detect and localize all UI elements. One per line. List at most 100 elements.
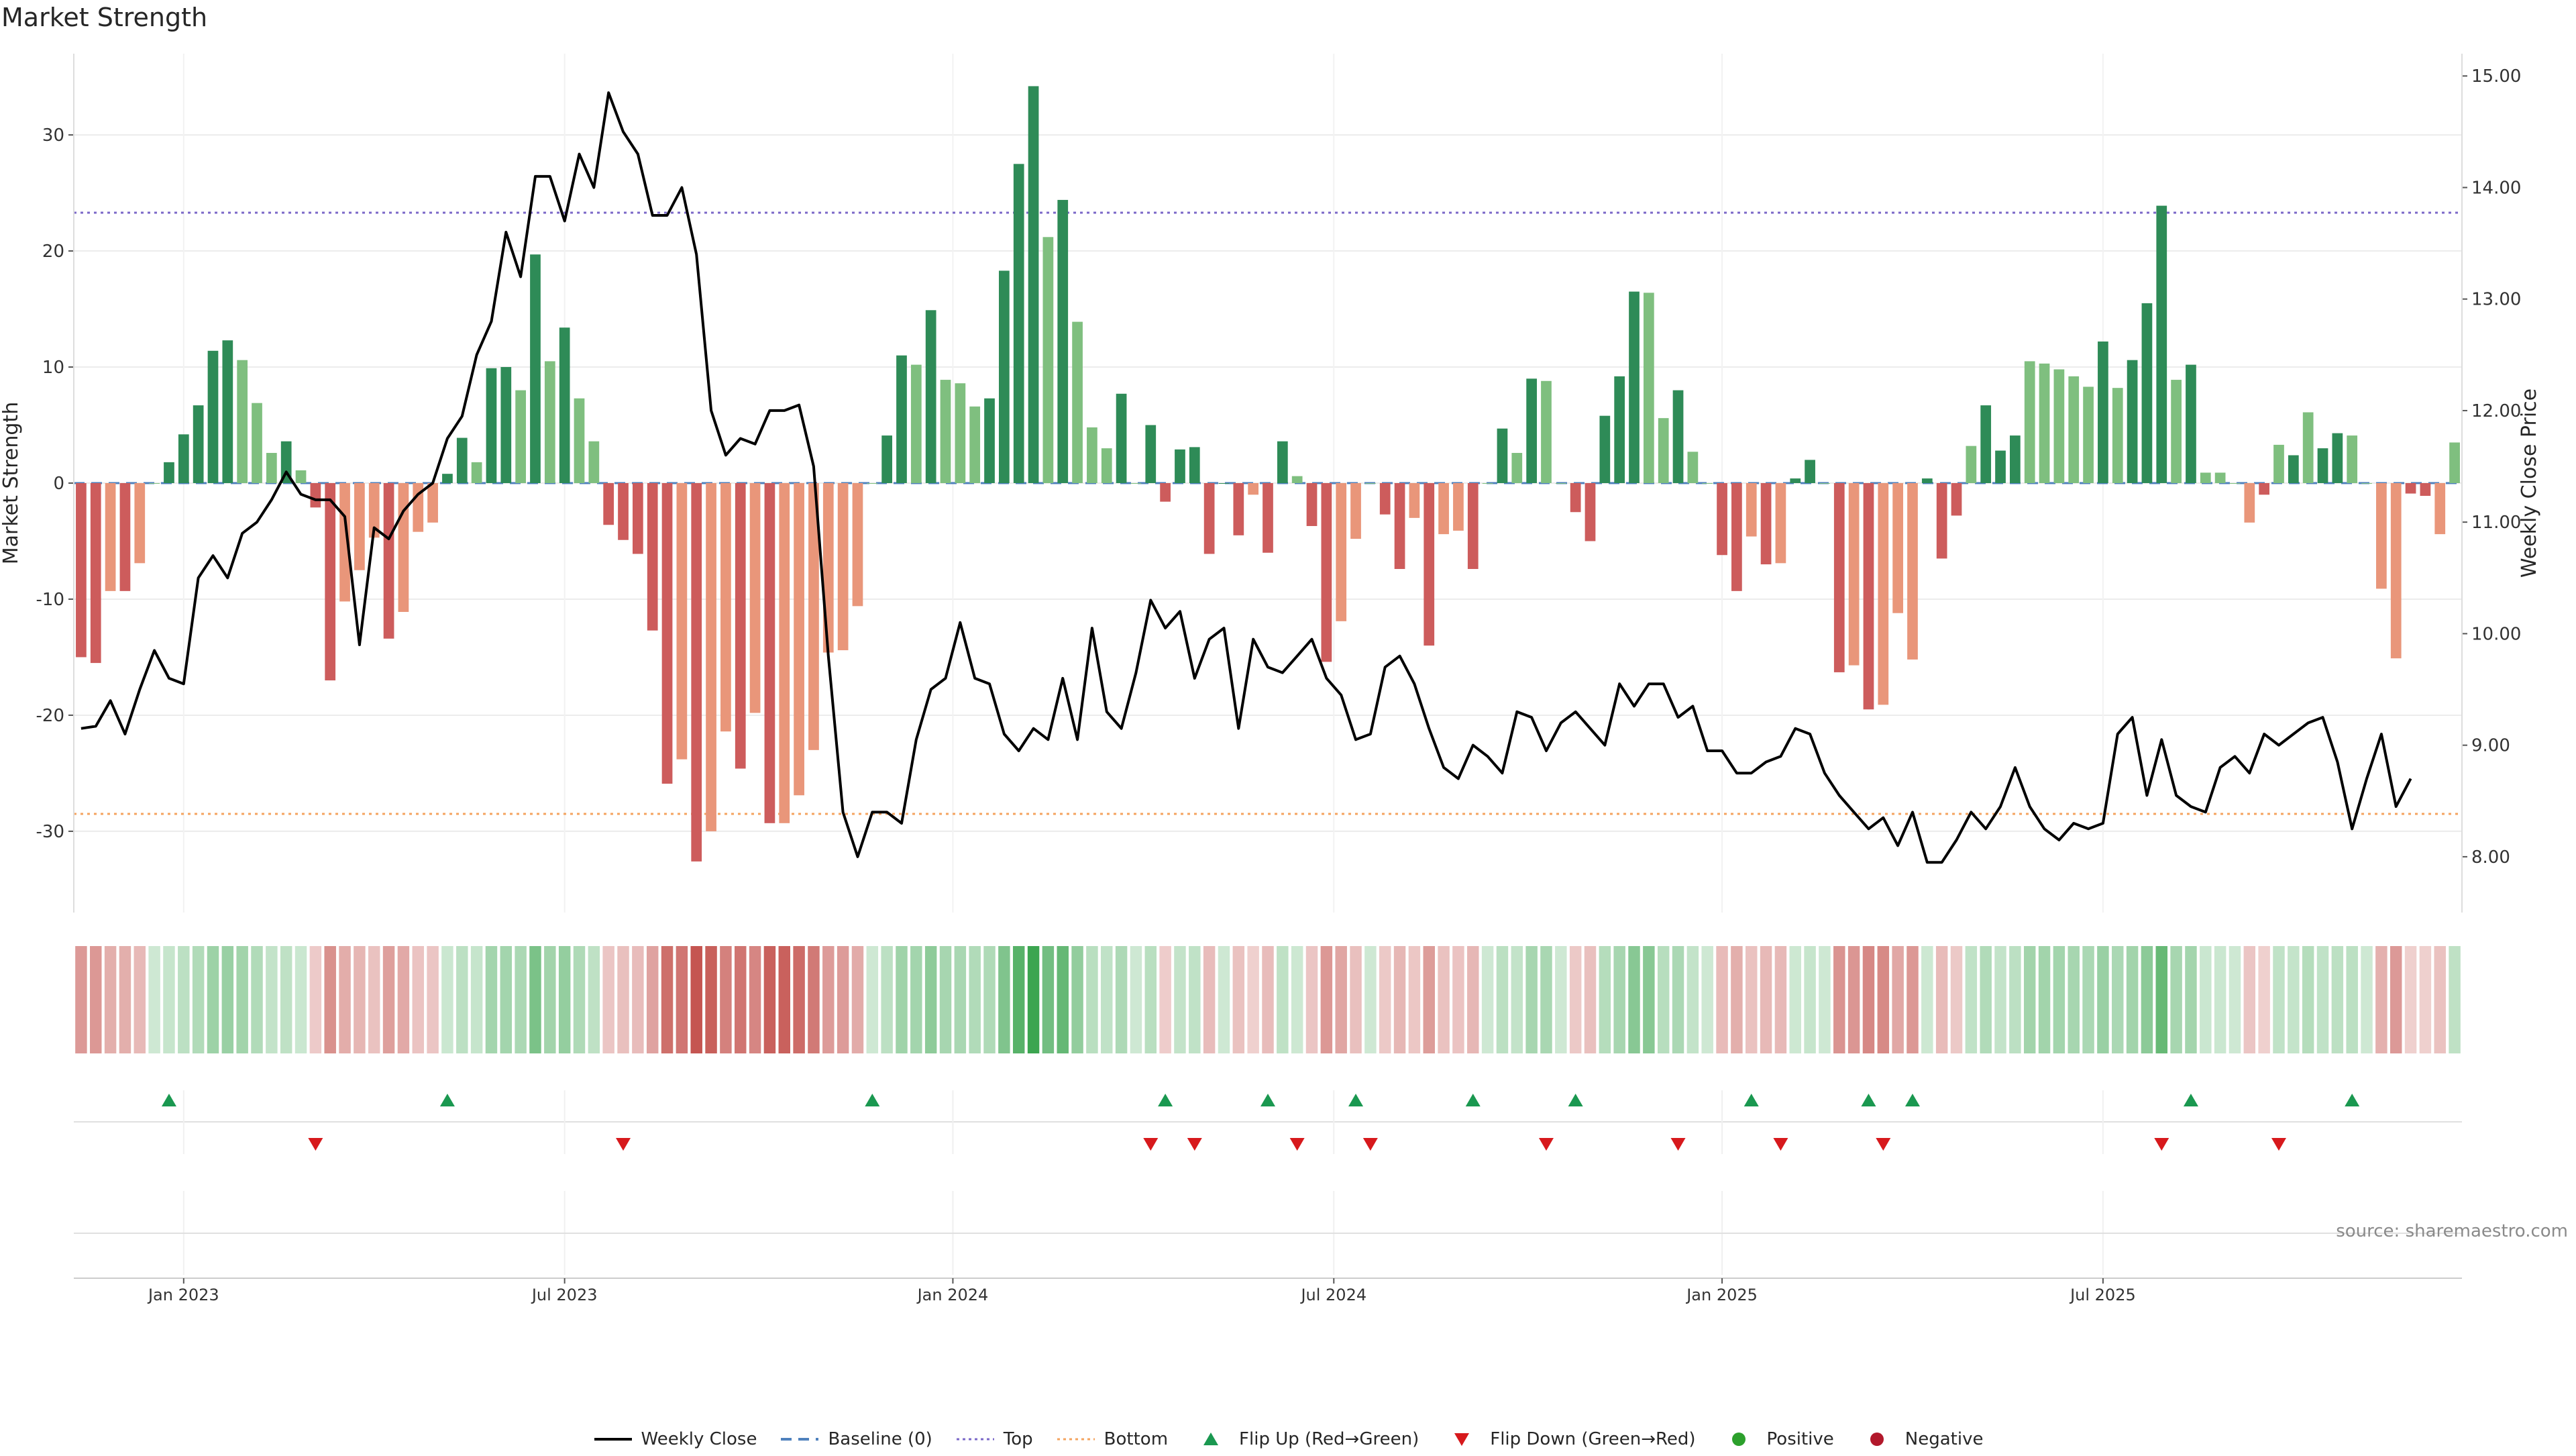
strength-bar — [2229, 483, 2241, 484]
strength-bar — [266, 453, 277, 483]
strength-bar — [1189, 447, 1200, 483]
legend-label: Top — [1003, 1429, 1033, 1449]
heat-cell — [294, 946, 307, 1053]
strength-bar — [76, 483, 87, 658]
flip-down-marker — [1670, 1138, 1686, 1151]
strength-bar — [1863, 483, 1874, 710]
flip-down-marker — [1143, 1138, 1159, 1151]
strength-bar — [1672, 390, 1684, 483]
strength-bar — [822, 483, 834, 653]
y2-tick-label: 14.00 — [2471, 178, 2521, 198]
x-tick-label: Jul 2023 — [531, 1286, 598, 1304]
heat-cell — [749, 946, 761, 1053]
heat-cell — [2038, 946, 2051, 1053]
strength-bar — [310, 483, 321, 508]
heat-cell — [2273, 946, 2285, 1053]
strength-bar — [2302, 412, 2314, 483]
strength-bar — [603, 483, 614, 525]
strength-bar — [2010, 435, 2021, 483]
strength-bar — [676, 483, 688, 760]
flip-down-marker — [2154, 1138, 2169, 1151]
strength-bar — [280, 441, 292, 483]
weekly-close-path — [80, 91, 2412, 864]
heat-cell — [851, 946, 864, 1053]
heat-cell — [1980, 946, 1992, 1053]
heat-cell — [2258, 946, 2270, 1053]
strength-bar — [896, 355, 907, 483]
heat-cell — [1496, 946, 1509, 1053]
heat-cell — [2331, 946, 2344, 1053]
heat-cell — [397, 946, 410, 1053]
heat-strip — [75, 946, 2461, 1053]
strength-bar — [207, 350, 219, 483]
heat-cell — [720, 946, 732, 1053]
strength-bar — [1379, 483, 1391, 515]
heat-cell — [2068, 946, 2080, 1053]
heat-cell — [1921, 946, 1933, 1053]
strength-bar — [2112, 388, 2123, 483]
strength-bar — [1175, 449, 1185, 483]
y-tick-label: 10 — [42, 358, 64, 378]
heat-cell — [2185, 946, 2197, 1053]
heat-cell — [2449, 946, 2461, 1053]
strength-bar — [1233, 483, 1244, 535]
heat-cell — [588, 946, 600, 1053]
weekly-close-line — [80, 91, 2412, 864]
strength-bar — [1555, 483, 1566, 484]
strength-bar — [1145, 425, 1157, 483]
strength-bar — [134, 483, 146, 564]
flip-down-marker — [308, 1138, 323, 1151]
strength-bar — [295, 470, 307, 483]
strength-bar — [164, 462, 174, 483]
heat-cell — [2200, 946, 2212, 1053]
strength-bar — [2068, 376, 2080, 483]
strength-bar — [500, 367, 512, 483]
strength-bar — [837, 483, 849, 651]
strength-bar — [2156, 205, 2167, 483]
strength-bar — [764, 483, 775, 823]
heat-cell — [2126, 946, 2139, 1053]
flip-up-marker — [1465, 1094, 1481, 1106]
strength-bar — [1042, 237, 1054, 483]
heat-cell — [1305, 946, 1318, 1053]
strength-bar — [90, 483, 101, 664]
strength-bar — [1248, 483, 1259, 495]
flip-up-marker — [1861, 1094, 1876, 1106]
strength-bar — [559, 327, 570, 483]
heat-cell — [485, 946, 498, 1053]
strength-bar — [252, 403, 262, 483]
strength-bar — [1746, 483, 1757, 537]
flip-down-marker — [616, 1138, 631, 1151]
heat-cell — [573, 946, 586, 1053]
strength-bar — [1892, 483, 1904, 613]
heat-cell — [1569, 946, 1582, 1053]
strength-bar — [749, 483, 761, 713]
heat-cell — [1101, 946, 1113, 1053]
strength-bar — [237, 360, 248, 483]
heat-cell — [1643, 946, 1655, 1053]
heat-cell — [866, 946, 879, 1053]
strength-bar — [2273, 444, 2284, 483]
heat-cell — [896, 946, 908, 1053]
strength-bar — [1541, 380, 1552, 483]
strength-bar — [618, 483, 629, 540]
heat-cell — [75, 946, 87, 1053]
heat-cell — [1760, 946, 1772, 1053]
heat-cell — [1189, 946, 1201, 1053]
heat-cell — [1511, 946, 1523, 1053]
strength-bar — [1087, 427, 1097, 483]
y2-tick-label: 9.00 — [2471, 736, 2510, 756]
x-tick-label: Jan 2024 — [916, 1286, 989, 1304]
strength-bar — [1643, 293, 1654, 483]
strength-bar — [1321, 483, 1332, 662]
strength-bar — [1453, 483, 1464, 531]
strength-bar — [530, 254, 541, 483]
strength-bar — [1365, 483, 1376, 484]
y-tick-label: 20 — [42, 242, 64, 262]
source-note: source: sharemaestro.com — [2336, 1221, 2568, 1241]
strength-bar — [794, 483, 804, 796]
strength-bar — [955, 383, 966, 483]
strength-bar — [999, 270, 1010, 483]
legend-symbol-dot-red — [1870, 1433, 1884, 1446]
strength-bar — [2083, 386, 2094, 483]
